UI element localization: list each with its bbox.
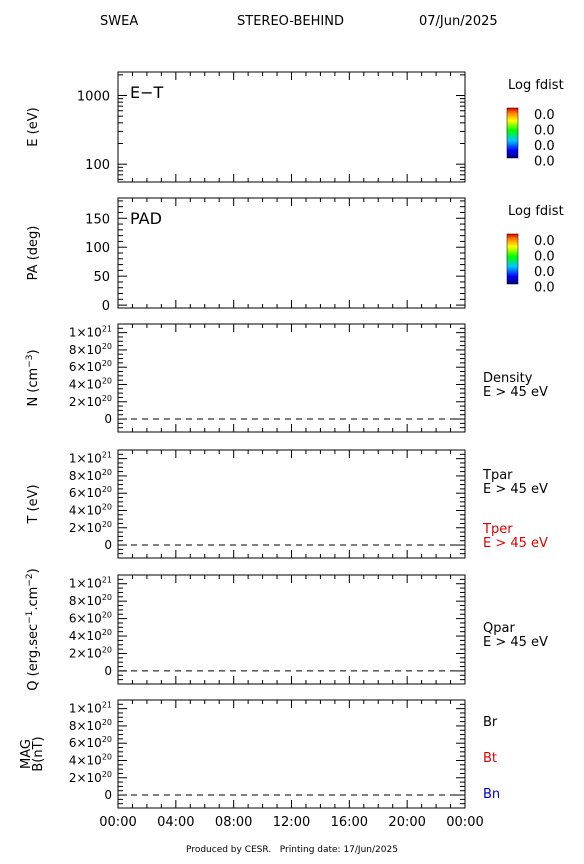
y-tick-label: 4×1020 — [69, 628, 112, 643]
colorbar-tick-label: 0.0 — [534, 281, 555, 296]
panel-temperature: 0 2×1020 4×1020 6×1020 8×1020 1×1021 T (eV) Tpa… — [26, 449, 548, 559]
legend-sublabel: E > 45 eV — [483, 635, 548, 650]
x-tick-label: 12:00 — [273, 815, 310, 830]
colorbar-tick-label: 0.0 — [534, 155, 555, 170]
y-tick-label: 2×1020 — [69, 770, 112, 785]
y-tick-label: 100 — [85, 158, 110, 173]
y-tick-label: 0 — [104, 538, 112, 552]
y-tick-label: 4×1020 — [69, 502, 112, 517]
legend-label: Qpar — [483, 621, 515, 636]
y-tick-label: 4×1020 — [69, 752, 112, 767]
colorbar-tick-label: 0.0 — [534, 124, 555, 139]
y-tick-label: 0 — [104, 412, 112, 426]
y-tick-label: 100 — [85, 241, 110, 256]
colorbar-tick-label: 0.0 — [534, 108, 555, 123]
y-tick-label: 8×1020 — [69, 468, 112, 483]
y-axis-label: B(nT) — [31, 736, 46, 771]
legend-sublabel: E > 45 eV — [483, 385, 548, 400]
plot-frame — [117, 71, 466, 183]
colorbar-tick-label: 0.0 — [534, 265, 555, 280]
y-tick-label: 2×1020 — [69, 394, 112, 409]
y-tick-label: 1×1021 — [69, 576, 112, 591]
colorbar — [506, 107, 519, 159]
y-axis-label: E (eV) — [26, 107, 41, 146]
legend-label: Bn — [483, 787, 500, 802]
y-tick-label: 150 — [85, 212, 110, 227]
y-axis-label: N (cm−3) — [25, 349, 41, 406]
date-label: 07/Jun/2025 — [419, 14, 498, 29]
y-axis-label: PA (deg) — [26, 226, 41, 281]
panel-title: E−T — [130, 83, 164, 102]
y-tick-label: 2×1020 — [69, 520, 112, 535]
plot-frame — [117, 449, 466, 559]
y-tick-label: 2×1020 — [69, 645, 112, 660]
y-tick-label: 50 — [93, 270, 110, 285]
x-tick-label: 20:00 — [388, 815, 425, 830]
colorbar — [506, 233, 519, 285]
legend-label: Bt — [483, 751, 497, 766]
y-axis-label: T (eV) — [26, 484, 41, 524]
x-tick-label: 08:00 — [215, 815, 252, 830]
y-tick-label: 0 — [104, 664, 112, 678]
colorbar-title: Log fdist — [508, 204, 564, 219]
panel-title: PAD — [130, 209, 162, 228]
colorbar-tick-label: 0.0 — [534, 139, 555, 154]
y-axis-label: MAG — [19, 739, 34, 769]
colorbar-tick-label: 0.0 — [534, 250, 555, 265]
y-tick-label: 1000 — [77, 90, 110, 105]
y-tick-label: 1×1021 — [69, 701, 112, 716]
y-tick-label: 1×1021 — [69, 325, 112, 340]
y-tick-label: 4×1020 — [69, 376, 112, 391]
x-tick-label: 00:00 — [446, 815, 483, 830]
y-axis-label: Q (erg.sec−1.cm−2) — [25, 568, 41, 690]
y-tick-label: 6×1020 — [69, 485, 112, 500]
panel-heat-flux: 0 2×1020 4×1020 6×1020 8×1020 1×1021 Q (erg.se… — [25, 568, 548, 690]
legend-sublabel: E > 45 eV — [483, 536, 548, 551]
legend-label: Br — [483, 715, 498, 730]
colorbar-tick-label: 0.0 — [534, 234, 555, 249]
plot-frame — [117, 197, 466, 309]
y-tick-label: 6×1020 — [69, 359, 112, 374]
plot-frame — [117, 699, 466, 809]
panel-density: 0 2×1020 4×1020 6×1020 8×1020 1×1021 N (cm−3) D… — [25, 323, 548, 433]
legend-label: Tper — [482, 522, 513, 537]
y-tick-label: 0 — [104, 788, 112, 802]
legend-label: Tpar — [482, 468, 513, 483]
plot-frame — [117, 574, 466, 685]
spacecraft-label: STEREO-BEHIND — [237, 14, 344, 29]
y-tick-label: 8×1020 — [69, 342, 112, 357]
y-tick-label: 8×1020 — [69, 718, 112, 733]
y-tick-label: 8×1020 — [69, 593, 112, 608]
printing-date-label: Printing date: 17/Jun/2025 — [279, 845, 398, 855]
legend-label: Density — [483, 371, 533, 386]
y-tick-label: 6×1020 — [69, 735, 112, 750]
x-tick-label: 16:00 — [331, 815, 368, 830]
colorbar-title: Log fdist — [508, 78, 564, 93]
x-tick-label: 00:00 — [99, 815, 136, 830]
plot-frame — [117, 323, 466, 433]
legend-sublabel: E > 45 eV — [483, 482, 548, 497]
x-tick-label: 04:00 — [157, 815, 194, 830]
produced-by-label: Produced by CESR. — [186, 845, 272, 855]
footer: Produced by CESR. Printing date: 17/Jun/… — [0, 845, 584, 855]
y-tick-label: 6×1020 — [69, 611, 112, 626]
panel-magnetic-field: 00:00 04:00 08:00 12:00 16:00 20:00 00:00 0 2×10… — [19, 699, 500, 830]
y-tick-label: 0 — [102, 299, 110, 314]
y-tick-label: 1×1021 — [69, 451, 112, 466]
instrument-label: SWEA — [100, 14, 139, 29]
